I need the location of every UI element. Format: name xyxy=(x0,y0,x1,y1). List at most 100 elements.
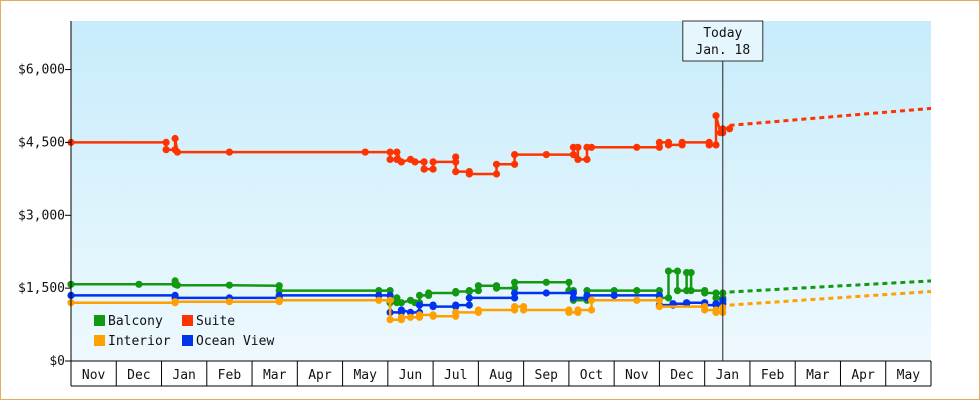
series-point-0-17 xyxy=(429,165,437,173)
x-tick-label: Mar xyxy=(806,368,830,383)
today-marker: Today Jan. 18 xyxy=(682,20,764,361)
series-point-0-25 xyxy=(492,160,501,168)
x-tick-label: Jul xyxy=(444,368,467,383)
y-tick-label: $4,500 xyxy=(18,135,65,150)
series-point-3-15 xyxy=(429,312,437,320)
series-point-0-27 xyxy=(510,151,519,159)
series-point-0-42 xyxy=(678,138,686,146)
series-point-2-26 xyxy=(583,291,591,299)
series-point-0-20 xyxy=(452,153,460,161)
series-point-3-28 xyxy=(587,306,596,314)
series-point-2-18 xyxy=(465,301,473,309)
x-tick-label: Oct xyxy=(580,368,603,383)
series-point-1-1 xyxy=(135,280,143,288)
series-point-1-19 xyxy=(425,289,433,297)
series-point-3-36 xyxy=(712,308,720,316)
series-point-2-10 xyxy=(397,306,405,314)
series-point-1-42 xyxy=(664,267,673,275)
series-point-1-41 xyxy=(664,294,673,302)
series-point-2-27 xyxy=(610,291,618,299)
series-point-1-43 xyxy=(673,267,682,275)
series-point-1-21 xyxy=(452,287,460,296)
legend-swatch xyxy=(94,315,105,326)
x-tick-label: Nov xyxy=(82,368,106,383)
series-point-1-29 xyxy=(510,278,519,286)
series-point-3-8 xyxy=(386,316,394,324)
series-point-1-17 xyxy=(415,291,424,299)
x-tick-label: Jan xyxy=(716,368,739,383)
series-point-0-35 xyxy=(587,143,596,151)
series-point-2-17 xyxy=(452,301,460,309)
series-point-0-26 xyxy=(510,160,519,168)
series-point-0-9 xyxy=(386,155,394,163)
series-point-3-21 xyxy=(510,303,519,311)
legend-swatch xyxy=(182,335,193,346)
series-point-0-12 xyxy=(397,158,405,166)
x-tick-label: Feb xyxy=(761,368,785,383)
series-point-1-52 xyxy=(712,294,720,302)
y-tick-label: $3,000 xyxy=(18,208,65,223)
series-point-0-24 xyxy=(492,170,501,178)
series-point-3-13 xyxy=(415,311,424,319)
series-point-3-34 xyxy=(701,306,709,314)
x-tick-label: May xyxy=(353,368,377,383)
legend-swatch xyxy=(94,335,105,346)
x-tick-label: Dec xyxy=(127,368,150,383)
series-point-0-32 xyxy=(574,155,582,163)
series-point-1-48 xyxy=(687,287,695,295)
series-point-0-31 xyxy=(574,143,582,151)
today-date: Jan. 18 xyxy=(695,43,750,58)
series-point-0-29 xyxy=(569,151,578,159)
series-point-3-29 xyxy=(587,296,596,304)
series-point-0-46 xyxy=(712,112,720,120)
series-layer xyxy=(67,106,932,324)
x-tick-label: Dec xyxy=(670,368,693,383)
series-point-2-13 xyxy=(415,301,424,309)
series-point-1-4 xyxy=(173,281,181,289)
series-point-0-15 xyxy=(420,158,428,166)
series-point-3-19 xyxy=(474,306,482,314)
series-projection-0 xyxy=(729,106,932,127)
series-point-0-40 xyxy=(664,141,673,149)
series-point-1-23 xyxy=(465,287,473,295)
series-point-3-23 xyxy=(520,306,528,314)
series-point-3-30 xyxy=(633,296,641,304)
series-point-3-2 xyxy=(171,298,179,306)
series-point-2-37 xyxy=(712,300,720,308)
series-point-3-7 xyxy=(386,296,394,304)
series-point-3-3 xyxy=(225,298,233,306)
series-point-3-5 xyxy=(275,296,283,304)
series-point-0-6 xyxy=(225,148,233,156)
series-point-2-19 xyxy=(465,294,473,302)
series-point-3-17 xyxy=(452,308,460,316)
x-tick-label: Aug xyxy=(489,368,512,383)
series-point-2-22 xyxy=(542,289,550,297)
series-point-0-14 xyxy=(411,158,419,166)
x-tick-label: Apr xyxy=(851,368,875,383)
legend-label: Suite xyxy=(196,314,235,329)
series-point-1-13 xyxy=(397,299,405,307)
series-point-0-16 xyxy=(420,165,428,173)
series-point-0-7 xyxy=(361,148,369,156)
series-point-1-50 xyxy=(701,289,709,297)
series-point-0-18 xyxy=(429,158,437,166)
y-tick-label: $0 xyxy=(49,354,65,369)
series-point-2-21 xyxy=(510,289,519,297)
series-point-2-24 xyxy=(569,294,578,302)
series-point-1-44 xyxy=(673,287,682,295)
x-tick-label: Nov xyxy=(625,368,649,383)
series-point-0-4 xyxy=(171,134,179,143)
series-point-3-6 xyxy=(375,296,383,304)
legend-label: Balcony xyxy=(108,314,163,329)
legend-label: Ocean View xyxy=(196,334,274,349)
series-point-0-11 xyxy=(393,148,401,156)
series-point-0-45 xyxy=(712,141,720,149)
x-tick-label: May xyxy=(897,368,921,383)
series-point-3-10 xyxy=(397,313,405,321)
series-point-0-5 xyxy=(173,148,181,156)
series-projection-3 xyxy=(729,290,932,307)
series-point-0-21 xyxy=(452,168,460,176)
series-point-3-31 xyxy=(655,296,664,304)
